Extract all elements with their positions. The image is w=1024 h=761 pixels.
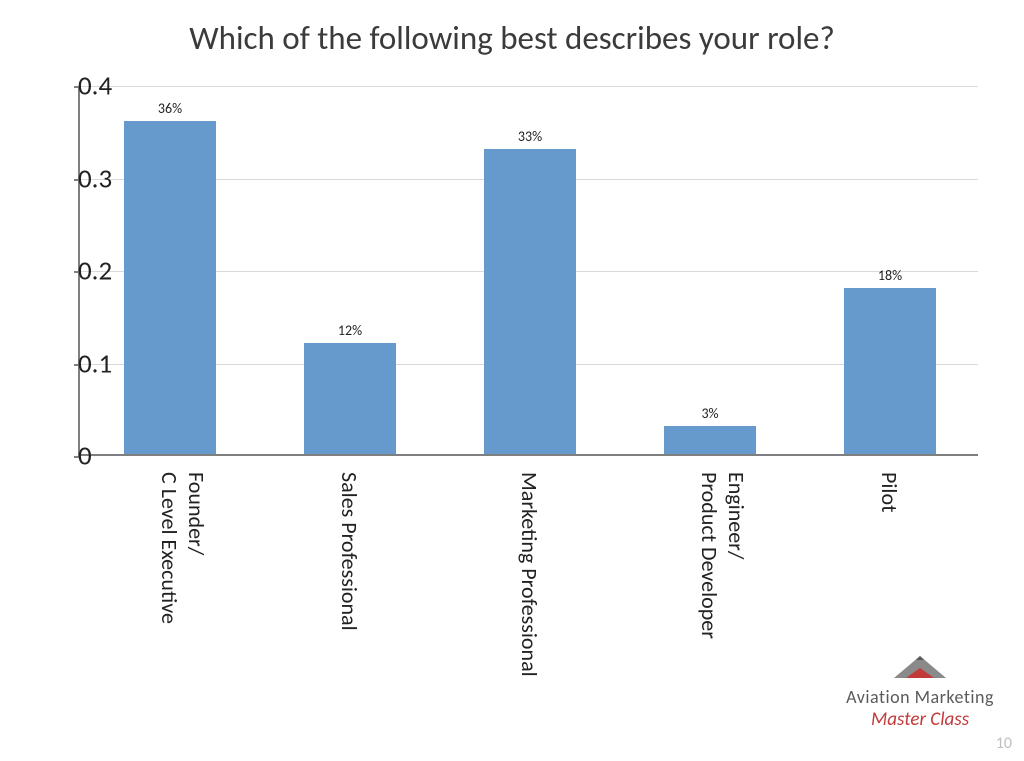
bar-value-label: 36% bbox=[110, 100, 230, 117]
bar bbox=[124, 121, 216, 454]
y-tick-label: 0.4 bbox=[78, 70, 86, 103]
bar-chart: 36% 12% 33% 3% 18% bbox=[78, 86, 978, 456]
bar-value-label: 18% bbox=[830, 267, 950, 284]
y-tick-label: 0.1 bbox=[78, 347, 86, 380]
bar-value-label: 12% bbox=[290, 322, 410, 339]
bar bbox=[664, 426, 756, 454]
category-label: Sales Professional bbox=[336, 472, 363, 631]
chart-title: Which of the following best describes yo… bbox=[0, 18, 1024, 58]
brand-logo: Aviation Marketing Master Class bbox=[846, 654, 994, 731]
brand-logo-icon bbox=[890, 654, 950, 684]
y-tick-label: 0.2 bbox=[78, 255, 86, 288]
bar bbox=[844, 288, 936, 455]
brand-line-1: Aviation Marketing bbox=[846, 686, 994, 708]
slide: Which of the following best describes yo… bbox=[0, 0, 1024, 761]
brand-line-2: Master Class bbox=[846, 708, 994, 731]
category-label: Founder/ C Level Executive bbox=[156, 472, 210, 624]
category-label: Marketing Professional bbox=[516, 472, 543, 677]
y-tick-label: 0 bbox=[78, 440, 86, 473]
gridline bbox=[80, 86, 978, 87]
page-number: 10 bbox=[996, 734, 1012, 753]
category-label: Pilot bbox=[876, 472, 903, 512]
y-tick-label: 0.3 bbox=[78, 162, 86, 195]
bar-value-label: 3% bbox=[650, 405, 770, 422]
bar bbox=[484, 149, 576, 454]
bar bbox=[304, 343, 396, 454]
bar-value-label: 33% bbox=[470, 128, 590, 145]
category-label: Engineer/ Product Developer bbox=[696, 472, 750, 639]
